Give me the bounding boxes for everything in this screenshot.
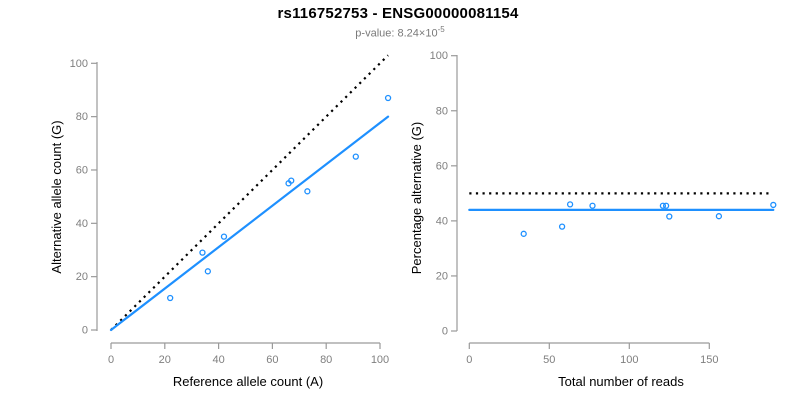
y-tick-label: 100 [70,58,88,70]
figure-subtitle: p-value: 8.24×10-5 [0,25,800,40]
p-value-exponent: -5 [437,25,445,34]
percentage-alternative-panel: 0 20 40 60 80 100 0 50 100 150 Total number of rea… [409,50,777,389]
data-point [520,230,527,237]
data-point [659,202,667,209]
x-tick-label: 150 [700,354,718,366]
data-point [199,249,206,256]
y-tick-label: 80 [436,105,448,117]
x-tick-label: 80 [320,354,332,366]
y-tick-label: 20 [76,271,88,283]
p-value-text: p-value: 8.24×10 [355,27,438,40]
data-point [715,213,723,220]
data-point [288,177,295,184]
regression-line [109,115,390,332]
y-tick-label: 100 [430,50,448,62]
identity-line [110,54,389,331]
x-tick-label: 100 [371,354,389,366]
x-tick-label: 0 [108,354,114,366]
data-point [589,202,596,209]
x-tick-label: 50 [543,354,555,366]
y-axis-label: Percentage alternative (G) [409,122,424,274]
data-point [167,294,174,302]
y-axis-label: Alternative allele count (G) [49,120,64,273]
data-point [352,153,359,160]
y-tick-label: 20 [436,270,448,282]
data-point [662,202,670,209]
y-tick-label: 40 [436,215,448,227]
y-tick-label: 60 [436,160,448,172]
data-point [566,201,574,208]
data-point [304,188,311,195]
x-axis-label: Reference allele count (A) [173,374,323,389]
x-axis-label: Total number of reads [558,374,684,389]
data-point [558,223,566,230]
figure-title: rs116752753 - ENSG00000081154 [277,5,519,22]
y-tick-label: 40 [76,218,88,230]
x-tick-label: 60 [266,354,278,366]
x-tick-label: 100 [620,354,638,366]
x-tick-label: 40 [212,354,224,366]
y-tick-label: 0 [442,326,448,338]
y-tick-label: 0 [82,325,88,337]
y-tick-label: 60 [76,164,88,176]
allele-count-panel: 0 20 40 60 80 100 0 20 40 60 80 100 Reference allele… [49,54,392,389]
x-tick-label: 0 [466,354,472,366]
x-tick-label: 20 [159,354,171,366]
y-tick-label: 80 [76,111,88,123]
data-point [384,94,392,102]
data-point [204,268,211,275]
data-point [666,213,673,220]
data-point [220,233,228,240]
data-point [770,201,777,209]
